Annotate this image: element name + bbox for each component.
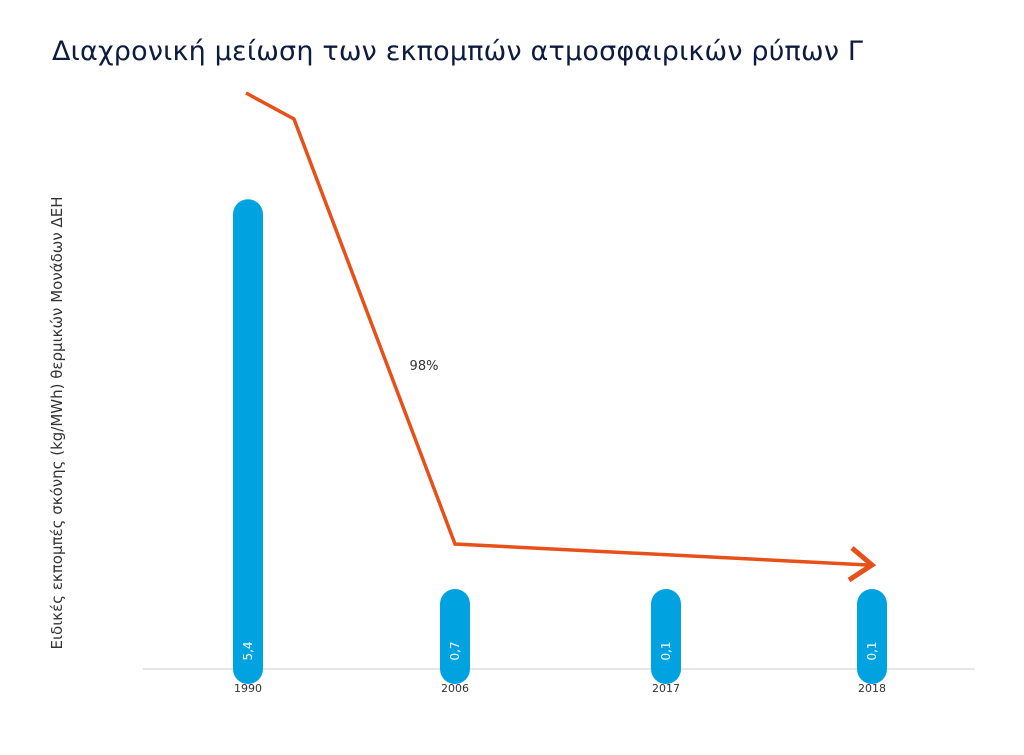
y-axis-label: Ειδικές εκπομπές σκόνης (kg/MWh) θερμικώ… — [48, 197, 66, 650]
bar-value-label: 0,1 — [659, 641, 673, 660]
x-tick-label: 2017 — [652, 682, 680, 695]
chart-title: Διαχρονική μείωση των εκπομπών ατμοσφαιρ… — [52, 36, 864, 67]
bars-group: 5,4 0,7 0,1 0,1 — [233, 199, 887, 684]
trend-arrow-group — [245, 91, 877, 583]
bar-value-label: 5,4 — [241, 641, 255, 660]
x-tick-label: 2006 — [441, 682, 469, 695]
bar-2006 — [440, 589, 470, 684]
bar-1990 — [233, 199, 263, 684]
x-tick-label: 1990 — [234, 682, 262, 695]
trend-arrowhead — [847, 546, 877, 583]
bar-2018 — [857, 589, 887, 684]
x-tick-label: 2018 — [858, 682, 886, 695]
bar-2017 — [651, 589, 681, 684]
trend-line — [245, 91, 869, 567]
x-ticks-group: 1990 2006 2017 2018 — [234, 682, 886, 695]
bar-value-label: 0,1 — [865, 641, 879, 660]
bar-value-label: 0,7 — [448, 641, 462, 660]
reduction-annotation: 98% — [410, 359, 439, 374]
